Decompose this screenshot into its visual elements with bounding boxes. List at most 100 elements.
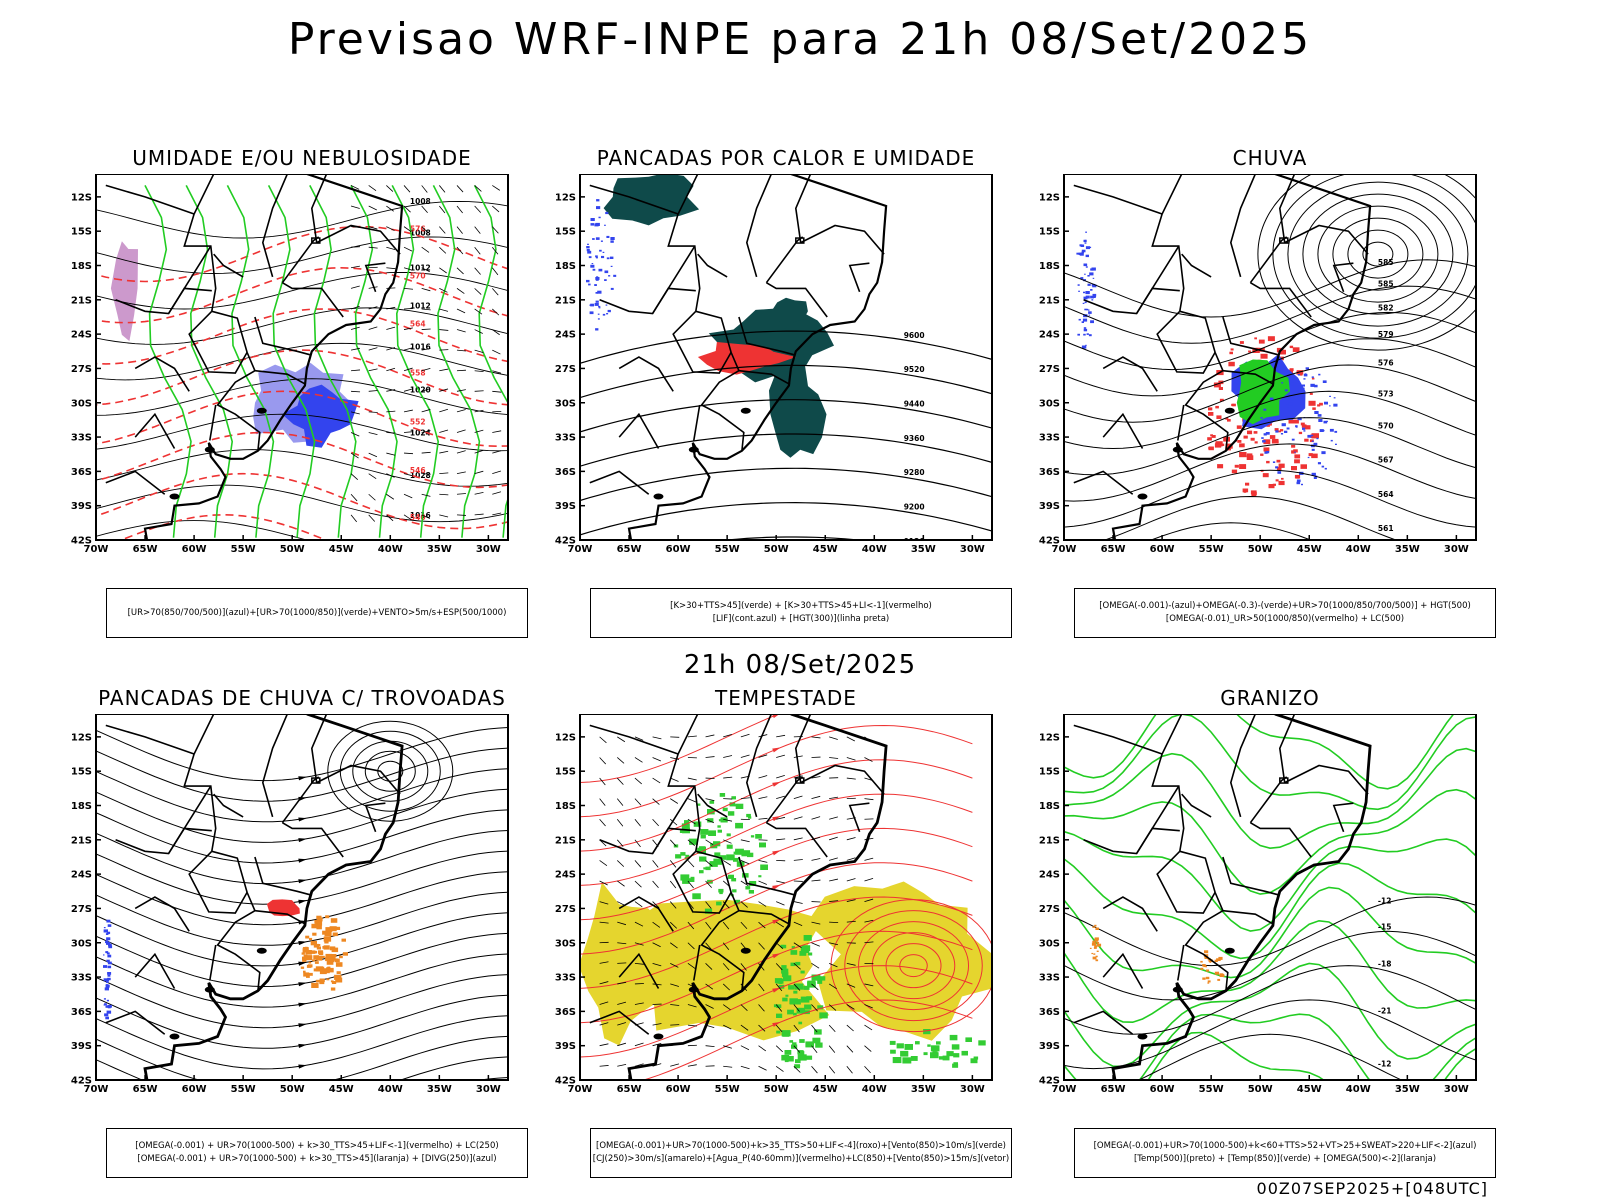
wind-vector xyxy=(846,878,856,882)
instability-shade xyxy=(769,353,827,458)
wind-vector xyxy=(670,962,679,968)
instability-orange xyxy=(332,932,338,937)
wind850-green xyxy=(778,984,785,989)
instability-orange xyxy=(322,946,327,949)
wind-vector xyxy=(722,942,730,951)
omega-ur-red xyxy=(1308,453,1313,457)
omega-ur-red xyxy=(1263,439,1271,445)
wind-vector xyxy=(403,431,414,433)
wind-vector xyxy=(740,963,747,971)
wind850-green xyxy=(970,1058,978,1064)
contour-label: 564 xyxy=(1378,490,1394,499)
water-vapor-contour xyxy=(844,910,983,1022)
omega-shade-blue xyxy=(1082,318,1088,322)
omega-shade-blue xyxy=(1272,461,1276,463)
wind850-green xyxy=(728,874,734,879)
stream-arrow xyxy=(772,884,781,890)
wind-vector xyxy=(617,880,625,887)
border-line xyxy=(1179,310,1229,451)
omega-ur-red xyxy=(1234,464,1239,468)
omega-ur-red xyxy=(1219,398,1224,402)
omega-ur-red xyxy=(1258,339,1265,344)
lat-tick-label: 27S xyxy=(1039,364,1060,375)
divergence-blue xyxy=(103,1004,106,1006)
omega-ur-red xyxy=(1243,491,1247,493)
wind-vector xyxy=(421,308,431,311)
divergence-blue xyxy=(105,1005,109,1008)
lon-tick-label: 35W xyxy=(427,544,452,555)
border-line xyxy=(105,724,195,755)
wind-vector xyxy=(421,367,431,372)
wind850-green xyxy=(732,889,737,893)
federal-district-box xyxy=(795,777,805,784)
omega-ur-red xyxy=(1262,473,1269,478)
lon-tick-label: 50W xyxy=(280,544,305,555)
border-line xyxy=(1073,724,1163,755)
wind-vector xyxy=(403,388,413,392)
contour-label: 9440 xyxy=(904,400,925,409)
wind-vector xyxy=(634,1042,644,1047)
coastline xyxy=(143,174,404,540)
lif-contour-blue xyxy=(604,279,607,281)
wind-vector xyxy=(616,777,624,785)
lat-tick-label: 42S xyxy=(1039,536,1060,547)
wind-vector xyxy=(634,962,644,965)
wind850-green xyxy=(923,1052,928,1056)
temp850-contour xyxy=(1064,747,1476,850)
lat-tick-label: 12S xyxy=(555,192,576,203)
wind-vector xyxy=(670,1063,680,1067)
border-line xyxy=(115,245,212,315)
wind-vector xyxy=(439,205,446,214)
border-line xyxy=(188,310,248,374)
wind-vector xyxy=(829,962,838,968)
omega-shade-blue xyxy=(1277,471,1282,474)
temp500-contour xyxy=(1064,896,1476,967)
wind-vector xyxy=(474,470,484,475)
divergence-blue xyxy=(104,987,109,991)
lif-contour-blue xyxy=(613,274,617,277)
background xyxy=(62,714,542,1114)
omega-shade-blue xyxy=(1092,293,1097,297)
lif-contour-blue xyxy=(591,263,594,265)
border-line xyxy=(1102,356,1158,392)
wind-vector xyxy=(474,370,484,373)
border-line xyxy=(745,174,773,278)
wind-vector xyxy=(828,1045,836,1053)
border-line xyxy=(589,1010,650,1035)
high-pressure-stream xyxy=(364,750,416,792)
lon-tick-label: 40W xyxy=(378,544,403,555)
omega-shade-blue xyxy=(1318,419,1323,422)
wind-vector xyxy=(634,942,644,946)
instability-orange xyxy=(304,955,313,961)
map-umidade: 1008100810121012101610201024102810161012… xyxy=(62,174,542,574)
wind-vector xyxy=(740,921,748,930)
instability-orange xyxy=(317,944,321,947)
omega-shade-blue xyxy=(1088,314,1091,316)
wind-vector xyxy=(811,858,821,861)
lif-contour-blue xyxy=(610,240,614,243)
wind850-green xyxy=(705,866,711,871)
divergence-blue xyxy=(108,945,113,949)
omega-shade-blue xyxy=(1284,430,1288,433)
hgt500-closed-contour xyxy=(1317,205,1439,303)
omega-ur-red xyxy=(1208,447,1212,450)
wind-vector xyxy=(350,514,358,523)
wind-vector xyxy=(386,432,396,434)
stream-arrow xyxy=(772,953,781,959)
stream-arrow xyxy=(298,899,307,904)
wind-vector xyxy=(599,961,609,964)
border-line xyxy=(618,952,660,989)
wind-vector xyxy=(350,411,360,415)
lon-tick-label: 60W xyxy=(666,544,691,555)
wind-vector xyxy=(652,818,659,827)
wind-vector xyxy=(740,860,750,865)
lake-shape xyxy=(169,1033,180,1040)
wind-vector xyxy=(350,265,360,269)
lif-contour-blue xyxy=(602,313,606,316)
thickness-contour xyxy=(96,472,508,530)
omega-shade-blue xyxy=(1085,295,1090,299)
omega-ur-red xyxy=(1274,428,1279,431)
omega-ur-red xyxy=(1276,459,1281,463)
omega-shade-blue xyxy=(1084,308,1087,311)
border-line xyxy=(1102,896,1158,932)
